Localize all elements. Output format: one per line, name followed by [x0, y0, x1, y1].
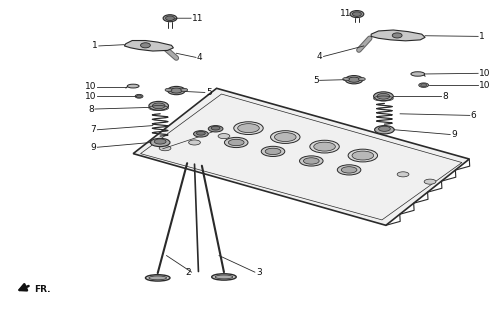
Text: 7: 7	[90, 125, 96, 134]
Text: 9: 9	[451, 130, 457, 139]
Ellipse shape	[348, 77, 360, 82]
Ellipse shape	[265, 148, 281, 155]
Ellipse shape	[234, 122, 263, 134]
Text: 8: 8	[88, 105, 94, 114]
Ellipse shape	[299, 156, 323, 166]
Ellipse shape	[224, 137, 248, 148]
Text: 8: 8	[442, 92, 448, 101]
Ellipse shape	[149, 101, 168, 110]
Ellipse shape	[353, 12, 361, 16]
Ellipse shape	[261, 146, 285, 156]
Ellipse shape	[228, 139, 244, 146]
Ellipse shape	[149, 276, 166, 280]
Ellipse shape	[211, 126, 220, 130]
Ellipse shape	[275, 132, 296, 141]
Polygon shape	[371, 30, 425, 41]
Ellipse shape	[424, 179, 436, 184]
Text: 2: 2	[185, 268, 191, 277]
Ellipse shape	[374, 125, 394, 134]
Ellipse shape	[377, 93, 390, 99]
Ellipse shape	[421, 84, 427, 87]
Ellipse shape	[345, 76, 363, 84]
Text: 6: 6	[471, 111, 477, 120]
Ellipse shape	[419, 83, 429, 87]
Ellipse shape	[215, 275, 233, 279]
Ellipse shape	[163, 15, 177, 22]
Text: 5: 5	[206, 88, 211, 97]
Ellipse shape	[352, 151, 373, 160]
Ellipse shape	[341, 167, 357, 173]
Text: 10: 10	[85, 82, 96, 91]
Polygon shape	[133, 88, 469, 225]
Text: 9: 9	[90, 143, 96, 152]
Text: 1: 1	[92, 41, 98, 51]
Text: 1: 1	[479, 32, 485, 41]
Ellipse shape	[310, 140, 339, 153]
Text: FR.: FR.	[34, 285, 50, 294]
Ellipse shape	[152, 103, 165, 109]
Ellipse shape	[154, 139, 166, 144]
Ellipse shape	[238, 124, 259, 132]
Ellipse shape	[127, 84, 139, 88]
Ellipse shape	[194, 131, 208, 137]
Ellipse shape	[359, 77, 365, 81]
Ellipse shape	[165, 88, 172, 92]
Ellipse shape	[392, 33, 402, 38]
Ellipse shape	[343, 77, 350, 81]
Ellipse shape	[140, 43, 150, 48]
Ellipse shape	[378, 126, 390, 131]
Ellipse shape	[348, 149, 377, 162]
Ellipse shape	[303, 158, 319, 164]
Ellipse shape	[314, 142, 335, 151]
Text: 4: 4	[317, 52, 323, 61]
Ellipse shape	[411, 72, 425, 76]
Ellipse shape	[145, 275, 170, 281]
Ellipse shape	[208, 125, 223, 132]
Ellipse shape	[350, 11, 364, 18]
Ellipse shape	[373, 92, 393, 101]
Text: 11: 11	[340, 9, 352, 18]
Ellipse shape	[189, 140, 201, 145]
Ellipse shape	[218, 133, 230, 139]
Ellipse shape	[212, 274, 236, 280]
Text: 3: 3	[256, 268, 262, 277]
Ellipse shape	[271, 131, 300, 143]
Ellipse shape	[159, 146, 171, 151]
Text: 10: 10	[85, 92, 96, 101]
Polygon shape	[124, 41, 173, 51]
Ellipse shape	[197, 131, 206, 135]
Text: 11: 11	[192, 14, 204, 23]
Ellipse shape	[397, 172, 409, 177]
Ellipse shape	[137, 95, 141, 98]
Ellipse shape	[167, 86, 185, 95]
Ellipse shape	[337, 165, 361, 175]
Text: 5: 5	[313, 76, 319, 85]
Ellipse shape	[170, 88, 182, 93]
Text: 10: 10	[479, 81, 491, 90]
Ellipse shape	[181, 88, 188, 92]
Text: 10: 10	[479, 69, 491, 78]
Ellipse shape	[150, 138, 170, 147]
Text: 4: 4	[197, 53, 203, 62]
Ellipse shape	[165, 16, 174, 20]
Ellipse shape	[135, 94, 143, 98]
